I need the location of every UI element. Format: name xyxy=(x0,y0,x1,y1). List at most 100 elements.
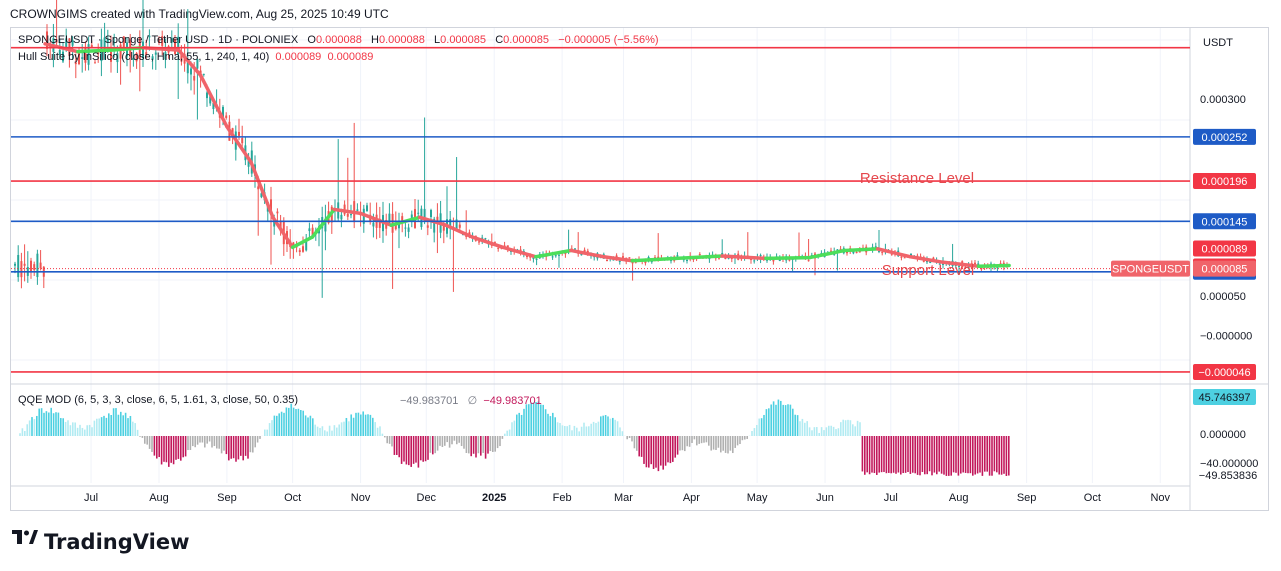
indicator-legend[interactable]: Hull Suite by InSilico (close, Hma, 55, … xyxy=(18,51,373,63)
indicator-value-2: 0.000089 xyxy=(327,51,374,63)
qqe-name: QQE MOD (6, 5, 3, 3, close, 6, 5, 1.61, … xyxy=(18,394,299,406)
hull-suite-segment xyxy=(444,223,475,239)
close-value: 0.000085 xyxy=(503,34,550,46)
candle xyxy=(116,53,119,63)
candle xyxy=(247,158,250,167)
candle xyxy=(938,263,941,265)
candle xyxy=(433,218,436,233)
candle xyxy=(807,260,810,262)
low-value: 0.000085 xyxy=(440,34,487,46)
x-tick-label: Dec xyxy=(417,492,437,504)
qqe-value-2: −49.983701 xyxy=(483,395,542,407)
candle xyxy=(622,256,624,258)
candle xyxy=(401,216,404,223)
open-value: 0.000088 xyxy=(315,34,362,46)
currency-label[interactable]: USDT xyxy=(1203,37,1233,49)
resistance-level-annotation: Resistance Level xyxy=(860,170,974,187)
candle xyxy=(996,267,999,269)
candle xyxy=(644,261,647,264)
candle xyxy=(964,266,967,268)
candle xyxy=(551,256,554,258)
x-tick-label: Aug xyxy=(949,492,969,504)
hull-suite-segment xyxy=(358,211,393,227)
candle xyxy=(305,238,308,251)
qqe-na-symbol: ∅ xyxy=(467,395,478,407)
candle xyxy=(881,252,884,254)
x-tick-label: Jun xyxy=(816,492,834,504)
chart-attribution: CROWNGIMS created with TradingView.com, … xyxy=(10,7,389,21)
symbol-name[interactable]: SPONGEUSDT · Sponge / Tether USD · 1D · … xyxy=(18,34,299,46)
candle xyxy=(423,208,426,219)
candle xyxy=(238,131,240,136)
candle xyxy=(302,246,304,252)
candle xyxy=(852,251,855,254)
candle xyxy=(222,106,224,119)
candle xyxy=(378,218,381,228)
candle xyxy=(676,255,679,257)
candle xyxy=(103,37,106,52)
qqe-value-1: −49.983701 xyxy=(400,395,459,407)
change-value: −0.000005 (−5.56%) xyxy=(558,34,659,46)
hull-suite-segment xyxy=(941,260,981,268)
candle xyxy=(180,53,183,62)
support-level-annotation: Support Level xyxy=(882,262,975,279)
candle xyxy=(260,193,263,198)
hull-suite-segment xyxy=(720,254,768,261)
candle xyxy=(164,52,167,60)
candle xyxy=(497,247,500,249)
high-value: 0.000088 xyxy=(378,34,425,46)
x-tick-label: 2025 xyxy=(482,492,506,504)
candle xyxy=(186,59,189,74)
x-tick-label: Aug xyxy=(149,492,169,504)
candle xyxy=(158,40,160,43)
candle xyxy=(292,242,295,245)
candle xyxy=(698,254,701,256)
hull-suite-segment xyxy=(807,248,847,260)
hull-suite-segment xyxy=(332,207,363,216)
level-price-label: 0.000145 xyxy=(1202,216,1248,228)
candle xyxy=(298,250,301,253)
hull-suite-segment xyxy=(225,124,253,164)
candle xyxy=(846,251,848,254)
candle xyxy=(135,52,138,62)
candle xyxy=(33,264,36,271)
qqe-histogram xyxy=(19,399,1010,476)
candle xyxy=(154,52,157,55)
candle xyxy=(209,96,212,104)
candle xyxy=(273,221,276,227)
tradingview-logo-text: TradingView xyxy=(44,529,190,554)
candle xyxy=(478,241,480,243)
x-tick-label: Jul xyxy=(84,492,98,504)
candle xyxy=(94,62,96,64)
qqe-value-tag xyxy=(1193,389,1256,405)
x-tick-label: Mar xyxy=(614,492,633,504)
hull-suite-segment xyxy=(764,255,812,261)
hull-suite-segment xyxy=(501,245,538,259)
candle xyxy=(202,73,205,75)
candle xyxy=(407,227,410,232)
qqe-values: −49.983701 ∅ −49.983701 xyxy=(400,394,542,407)
candle xyxy=(417,212,420,214)
hull-suite-segment xyxy=(310,207,337,239)
tradingview-logo[interactable]: TradingView xyxy=(12,529,189,554)
candle xyxy=(903,257,906,259)
level-price-label: −0.000046 xyxy=(1198,367,1250,379)
qqe-value-tag xyxy=(1193,467,1263,483)
candle xyxy=(350,214,352,216)
candle xyxy=(574,248,576,250)
tradingview-logo-icon xyxy=(12,529,38,554)
candle xyxy=(110,51,112,62)
candle xyxy=(954,265,957,267)
high-label: H xyxy=(371,34,379,46)
hull-suite-segment xyxy=(249,160,275,220)
candle xyxy=(721,252,724,255)
candle xyxy=(55,39,58,43)
candle xyxy=(628,257,631,259)
candle xyxy=(151,56,154,60)
qqe-legend[interactable]: QQE MOD (6, 5, 3, 3, close, 6, 5, 1.61, … xyxy=(18,394,298,406)
candle xyxy=(174,39,176,55)
chart-frame xyxy=(10,27,1269,511)
candle xyxy=(145,52,148,56)
symbol-tag-label: SPONGEUSDT xyxy=(1112,264,1189,276)
